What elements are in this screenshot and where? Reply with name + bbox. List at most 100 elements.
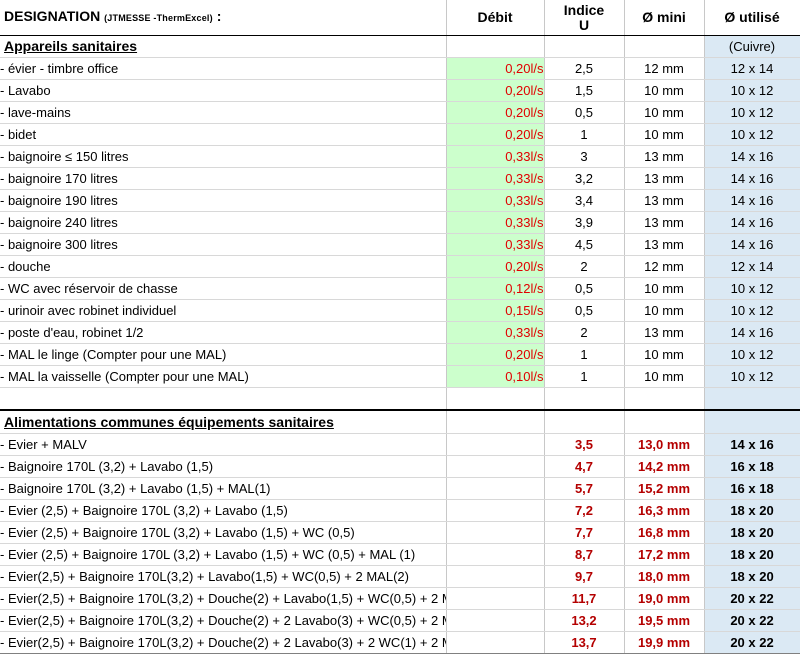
section2-title[interactable]: Alimentations communes équipements sanit… — [0, 409, 447, 434]
cell-indice[interactable]: 1 — [544, 365, 625, 388]
cell-designation[interactable]: - MAL la vaisselle (Compter pour une MAL… — [0, 365, 447, 388]
cell-indice[interactable]: 1,5 — [544, 79, 625, 102]
cell-indice[interactable]: 2,5 — [544, 57, 625, 80]
cell-combination[interactable]: - Evier (2,5) + Baignoire 170L (3,2) + L… — [0, 543, 447, 566]
cell-debit[interactable]: 0,10l/s — [446, 365, 545, 388]
cell-indice[interactable]: 3 — [544, 145, 625, 168]
cell-indice[interactable]: 1 — [544, 343, 625, 366]
cell-debit[interactable]: 0,20l/s — [446, 255, 545, 278]
cell-empty[interactable] — [544, 387, 625, 411]
cell-designation[interactable]: - urinoir avec robinet individuel — [0, 299, 447, 322]
cell-diam-mini[interactable]: 13 mm — [624, 145, 705, 168]
cell-empty[interactable] — [446, 587, 545, 610]
cell-combination[interactable]: - Evier + MALV — [0, 433, 447, 456]
cell-diam-mini[interactable]: 18,0 mm — [624, 565, 705, 588]
header-diam-mini[interactable]: Ø mini — [624, 0, 705, 36]
cell-indice-total[interactable]: 13,2 — [544, 609, 625, 632]
cell-empty[interactable] — [446, 499, 545, 522]
cell-combination[interactable]: - Evier(2,5) + Baignoire 170L(3,2) + Lav… — [0, 565, 447, 588]
cell-designation[interactable]: - baignoire 300 litres — [0, 233, 447, 256]
cell-diam-used[interactable]: 14 x 16 — [704, 433, 800, 456]
cell-diam-used[interactable]: 12 x 14 — [704, 255, 800, 278]
cell-diam-used[interactable]: 10 x 12 — [704, 277, 800, 300]
cell-diam-mini[interactable]: 13 mm — [624, 189, 705, 212]
cell-indice[interactable]: 1 — [544, 123, 625, 146]
used-note[interactable]: (Cuivre) — [704, 35, 800, 58]
cell-diam-mini[interactable]: 10 mm — [624, 277, 705, 300]
cell-empty[interactable] — [446, 543, 545, 566]
cell-diam-used[interactable]: 10 x 12 — [704, 343, 800, 366]
cell-debit[interactable]: 0,20l/s — [446, 57, 545, 80]
cell-diam-used[interactable]: 14 x 16 — [704, 145, 800, 168]
cell-empty[interactable] — [0, 387, 447, 411]
cell-designation[interactable]: - douche — [0, 255, 447, 278]
cell-diam-mini[interactable]: 19,0 mm — [624, 587, 705, 610]
cell-empty[interactable] — [446, 35, 545, 58]
cell-debit[interactable]: 0,20l/s — [446, 123, 545, 146]
cell-diam-used[interactable]: 16 x 18 — [704, 455, 800, 478]
cell-diam-mini[interactable]: 16,3 mm — [624, 499, 705, 522]
cell-diam-used[interactable]: 10 x 12 — [704, 365, 800, 388]
cell-combination[interactable]: - Evier (2,5) + Baignoire 170L (3,2) + L… — [0, 521, 447, 544]
section1-title[interactable]: Appareils sanitaires — [0, 35, 447, 58]
cell-designation[interactable]: - Lavabo — [0, 79, 447, 102]
cell-debit[interactable]: 0,33l/s — [446, 321, 545, 344]
cell-debit[interactable]: 0,15l/s — [446, 299, 545, 322]
cell-debit[interactable]: 0,12l/s — [446, 277, 545, 300]
cell-diam-mini[interactable]: 10 mm — [624, 123, 705, 146]
cell-empty[interactable] — [446, 609, 545, 632]
cell-diam-mini[interactable]: 12 mm — [624, 57, 705, 80]
cell-empty[interactable] — [446, 455, 545, 478]
cell-debit[interactable]: 0,33l/s — [446, 233, 545, 256]
cell-diam-used[interactable]: 18 x 20 — [704, 521, 800, 544]
cell-designation[interactable]: - baignoire 240 litres — [0, 211, 447, 234]
cell-debit[interactable]: 0,33l/s — [446, 211, 545, 234]
header-indice[interactable]: Indice U — [544, 0, 625, 36]
cell-designation[interactable]: - WC avec réservoir de chasse — [0, 277, 447, 300]
cell-diam-mini[interactable]: 13 mm — [624, 211, 705, 234]
cell-diam-mini[interactable]: 12 mm — [624, 255, 705, 278]
cell-designation[interactable]: - évier - timbre office — [0, 57, 447, 80]
cell-diam-mini[interactable]: 16,8 mm — [624, 521, 705, 544]
cell-diam-used[interactable]: 10 x 12 — [704, 123, 800, 146]
cell-designation[interactable]: - poste d'eau, robinet 1/2 — [0, 321, 447, 344]
cell-indice-total[interactable]: 5,7 — [544, 477, 625, 500]
cell-empty[interactable] — [446, 433, 545, 456]
cell-indice[interactable]: 3,9 — [544, 211, 625, 234]
cell-indice-total[interactable]: 11,7 — [544, 587, 625, 610]
cell-empty[interactable] — [446, 565, 545, 588]
cell-indice[interactable]: 2 — [544, 255, 625, 278]
cell-indice-total[interactable]: 8,7 — [544, 543, 625, 566]
cell-diam-used[interactable]: 20 x 22 — [704, 587, 800, 610]
cell-designation[interactable]: - MAL le linge (Compter pour une MAL) — [0, 343, 447, 366]
cell-indice-total[interactable]: 7,7 — [544, 521, 625, 544]
cell-diam-used[interactable]: 20 x 22 — [704, 631, 800, 654]
cell-empty[interactable] — [624, 35, 705, 58]
cell-combination[interactable]: - Evier(2,5) + Baignoire 170L(3,2) + Dou… — [0, 587, 447, 610]
header-debit[interactable]: Débit — [446, 0, 545, 36]
cell-diam-mini[interactable]: 10 mm — [624, 79, 705, 102]
cell-diam-mini[interactable]: 13,0 mm — [624, 433, 705, 456]
cell-debit[interactable]: 0,33l/s — [446, 145, 545, 168]
cell-diam-mini[interactable]: 17,2 mm — [624, 543, 705, 566]
cell-indice-total[interactable]: 13,7 — [544, 631, 625, 654]
cell-diam-used[interactable]: 10 x 12 — [704, 101, 800, 124]
cell-empty[interactable] — [624, 409, 705, 434]
cell-empty[interactable] — [704, 409, 800, 434]
cell-diam-used[interactable]: 18 x 20 — [704, 565, 800, 588]
cell-diam-used[interactable]: 16 x 18 — [704, 477, 800, 500]
cell-designation[interactable]: - baignoire 190 litres — [0, 189, 447, 212]
cell-empty[interactable] — [446, 477, 545, 500]
cell-diam-used[interactable]: 14 x 16 — [704, 189, 800, 212]
cell-indice[interactable]: 0,5 — [544, 277, 625, 300]
cell-empty[interactable] — [446, 409, 545, 434]
cell-empty[interactable] — [544, 35, 625, 58]
cell-indice-total[interactable]: 9,7 — [544, 565, 625, 588]
cell-debit[interactable]: 0,20l/s — [446, 101, 545, 124]
cell-diam-used[interactable]: 10 x 12 — [704, 299, 800, 322]
cell-combination[interactable]: - Baignoire 170L (3,2) + Lavabo (1,5) — [0, 455, 447, 478]
cell-diam-mini[interactable]: 14,2 mm — [624, 455, 705, 478]
cell-empty[interactable] — [544, 409, 625, 434]
cell-diam-mini[interactable]: 13 mm — [624, 233, 705, 256]
cell-debit[interactable]: 0,20l/s — [446, 79, 545, 102]
